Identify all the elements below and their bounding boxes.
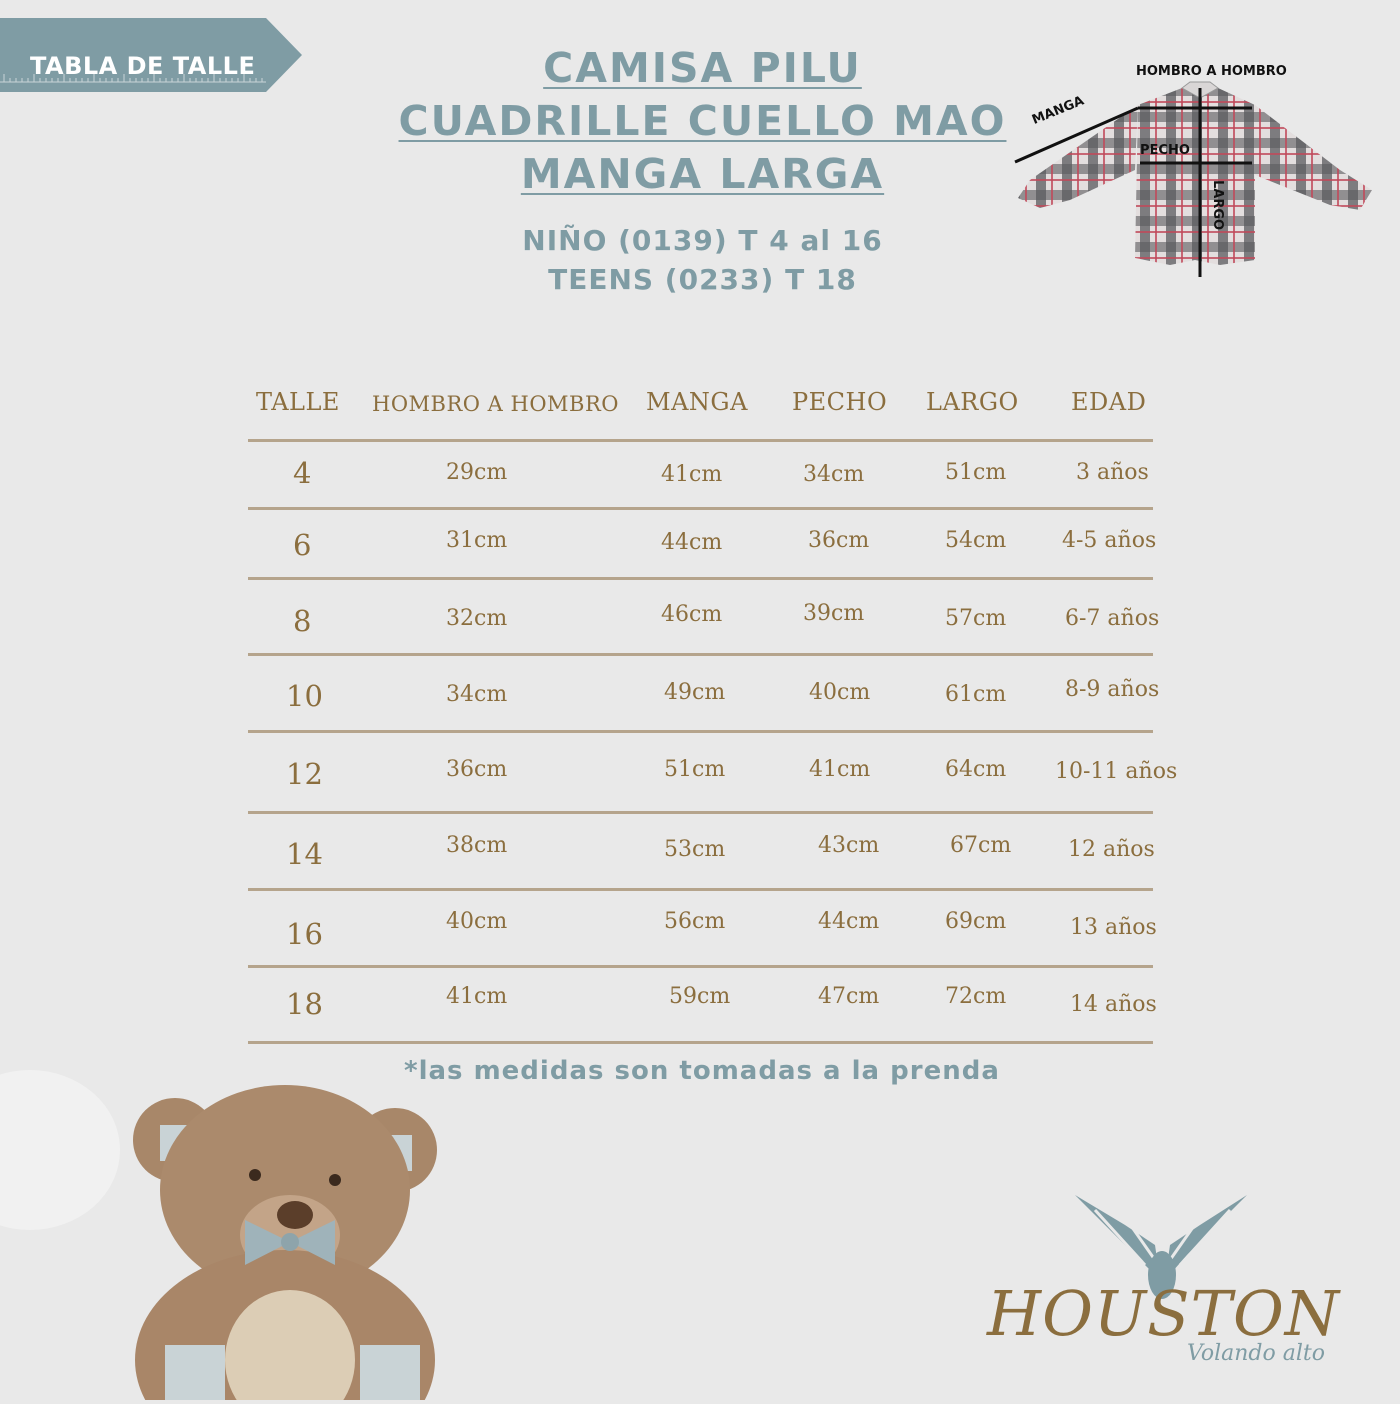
header-largo: LARGO bbox=[926, 388, 1019, 416]
cell-edad: 8-9 años bbox=[1065, 677, 1160, 702]
table-divider bbox=[248, 1041, 1153, 1044]
cell-hombro: 31cm bbox=[446, 528, 508, 553]
cell-edad: 3 años bbox=[1076, 460, 1149, 485]
cell-hombro: 38cm bbox=[446, 833, 508, 858]
brand-tagline: Volando alto bbox=[1187, 1341, 1325, 1366]
diagram-label-pecho: PECHO bbox=[1140, 143, 1190, 158]
cell-edad: 13 años bbox=[1070, 915, 1157, 940]
cell-largo: 64cm bbox=[945, 757, 1007, 782]
cell-largo: 67cm bbox=[950, 833, 1012, 858]
cell-talle: 4 bbox=[293, 456, 312, 490]
product-subtitle-kids: NIÑO (0139) T 4 al 16 bbox=[522, 224, 883, 257]
cell-largo: 51cm bbox=[945, 460, 1007, 485]
cell-largo: 72cm bbox=[945, 984, 1007, 1009]
brand-name: HOUSTON bbox=[987, 1277, 1341, 1350]
cell-pecho: 47cm bbox=[818, 984, 880, 1009]
ribbon-shape bbox=[0, 18, 302, 92]
plaid-shirt-icon bbox=[1014, 81, 1372, 277]
cell-pecho: 39cm bbox=[803, 601, 865, 626]
cell-talle: 14 bbox=[286, 837, 323, 871]
cell-hombro: 32cm bbox=[446, 606, 508, 631]
table-divider bbox=[248, 811, 1153, 814]
cell-hombro: 41cm bbox=[446, 984, 508, 1009]
cell-talle: 18 bbox=[286, 987, 323, 1021]
cell-pecho: 34cm bbox=[803, 462, 865, 487]
cell-pecho: 43cm bbox=[818, 833, 880, 858]
table-divider bbox=[248, 439, 1153, 442]
product-title-line-1: CAMISA PILU bbox=[543, 44, 862, 92]
measurement-footnote: *las medidas son tomadas a la prenda bbox=[404, 1056, 1000, 1086]
table-divider bbox=[248, 730, 1153, 733]
shirt-measurement-diagram: HOMBRO A HOMBRO MANGA PECHO LARGO bbox=[1010, 60, 1390, 285]
cell-hombro: 36cm bbox=[446, 757, 508, 782]
header-talle: TALLE bbox=[256, 388, 340, 416]
table-divider bbox=[248, 507, 1153, 510]
table-divider bbox=[248, 965, 1153, 968]
cell-manga: 46cm bbox=[661, 602, 723, 627]
cell-edad: 12 años bbox=[1068, 837, 1155, 862]
cell-edad: 6-7 años bbox=[1065, 606, 1160, 631]
table-divider bbox=[248, 888, 1153, 891]
header-edad: EDAD bbox=[1071, 388, 1147, 416]
cell-hombro: 29cm bbox=[446, 460, 508, 485]
cell-hombro: 34cm bbox=[446, 682, 508, 707]
cell-manga: 53cm bbox=[664, 837, 726, 862]
teddy-bear-illustration bbox=[0, 1060, 480, 1404]
cell-manga: 59cm bbox=[669, 984, 731, 1009]
eagle-icon bbox=[1075, 1195, 1247, 1299]
cell-pecho: 36cm bbox=[808, 528, 870, 553]
cell-manga: 49cm bbox=[664, 680, 726, 705]
diagram-label-largo: LARGO bbox=[1210, 180, 1225, 231]
cell-pecho: 44cm bbox=[818, 909, 880, 934]
header-pecho: PECHO bbox=[792, 388, 888, 416]
cell-edad: 14 años bbox=[1070, 992, 1157, 1017]
cell-talle: 12 bbox=[286, 757, 323, 791]
product-title-line-3: MANGA LARGA bbox=[520, 150, 885, 198]
product-title-line-2: CUADRILLE CUELLO MAO bbox=[398, 97, 1007, 145]
houston-logo: HOUSTON Volando alto bbox=[975, 1185, 1355, 1375]
size-table: TALLE HOMBRO A HOMBRO MANGA PECHO LARGO … bbox=[248, 380, 1208, 1060]
product-subtitle-teens: TEENS (0233) T 18 bbox=[548, 263, 857, 296]
cell-talle: 8 bbox=[293, 604, 312, 638]
title-block: CAMISA PILU CUADRILLE CUELLO MAO MANGA L… bbox=[380, 42, 1025, 299]
cell-talle: 16 bbox=[286, 917, 323, 951]
cell-pecho: 40cm bbox=[809, 680, 871, 705]
header-manga: MANGA bbox=[646, 388, 748, 416]
cell-edad: 4-5 años bbox=[1062, 528, 1157, 553]
cell-talle: 6 bbox=[293, 528, 312, 562]
cell-talle: 10 bbox=[286, 679, 323, 713]
cell-largo: 69cm bbox=[945, 909, 1007, 934]
cell-edad: 10-11 años bbox=[1055, 759, 1178, 784]
table-divider bbox=[248, 653, 1153, 656]
header-hombro: HOMBRO A HOMBRO bbox=[372, 392, 620, 416]
cell-pecho: 41cm bbox=[809, 757, 871, 782]
cell-manga: 44cm bbox=[661, 530, 723, 555]
cell-largo: 57cm bbox=[945, 606, 1007, 631]
diagram-label-hombro: HOMBRO A HOMBRO bbox=[1136, 64, 1287, 79]
table-divider bbox=[248, 577, 1153, 580]
cell-hombro: 40cm bbox=[446, 909, 508, 934]
cell-manga: 56cm bbox=[664, 909, 726, 934]
cell-manga: 41cm bbox=[661, 462, 723, 487]
cell-largo: 54cm bbox=[945, 528, 1007, 553]
ribbon-label: TABLA DE TALLE bbox=[30, 52, 256, 80]
cell-largo: 61cm bbox=[945, 682, 1007, 707]
size-chart-ribbon: TABLA DE TALLE bbox=[0, 18, 302, 92]
cell-manga: 51cm bbox=[664, 757, 726, 782]
